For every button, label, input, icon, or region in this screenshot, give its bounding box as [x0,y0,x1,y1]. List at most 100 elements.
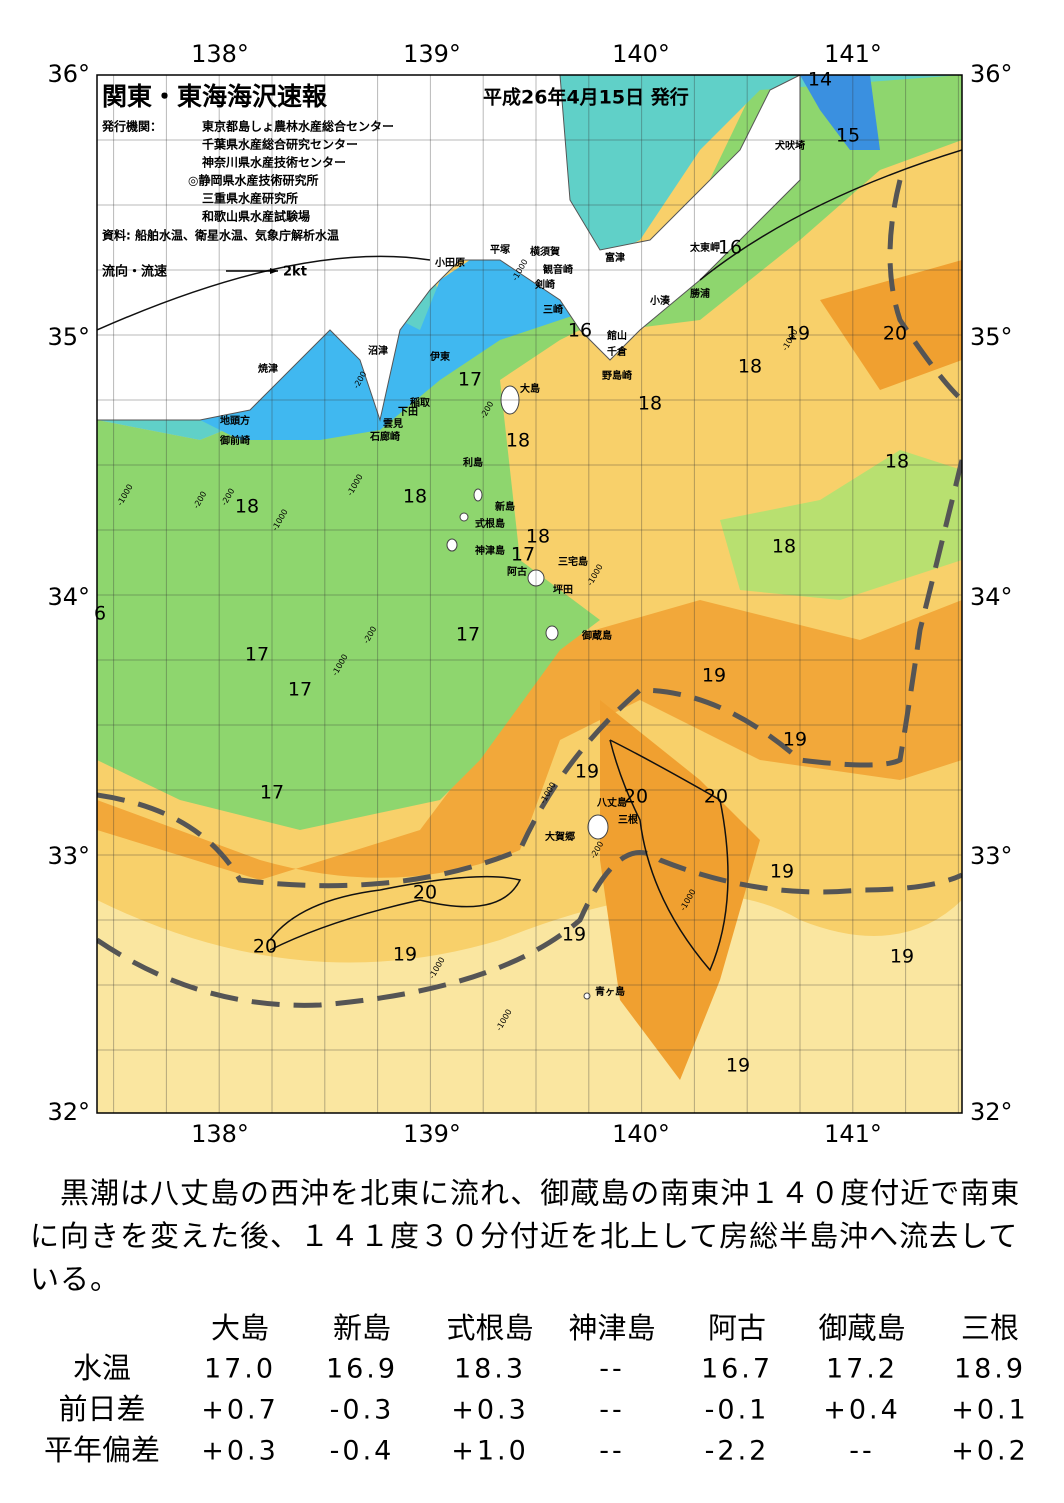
kuroshio-axis [97,179,962,1008]
contour-label: 19 [786,323,810,345]
sea-cool [97,894,962,1113]
table-cell: +0.4 [823,1395,901,1426]
place-name: 沼津 [368,344,388,357]
contour-label: 19 [726,1055,750,1077]
contour-label: 19 [783,729,807,751]
contour-label: 19 [890,946,914,968]
table-cell: -0.1 [705,1395,770,1426]
contour-label: 16 [718,237,742,259]
contour-label: 19 [770,861,794,883]
row-label: 前日差 [58,1392,145,1426]
contour-label: 15 [836,125,860,147]
contour-label: 18 [506,430,530,452]
issuer-label: 発行機関： [101,119,162,134]
place-name: 雲見 [383,418,403,430]
place-name: 大賀郷 [545,830,575,843]
column-header: 新島 [333,1311,391,1345]
agency: 千葉県水産総合研究センター [202,137,358,152]
lat-label: 35° [47,323,90,351]
isotherms [97,149,962,972]
contour-label: 17 [288,679,312,701]
islands [446,385,609,1000]
lat-label: 34° [970,583,1013,611]
land [97,75,801,422]
table-cell: +0.1 [951,1395,1029,1426]
place-name: 新島 [495,500,515,513]
title: 関東・東海海沢速報 [102,82,328,111]
lon-label: 140° [612,1120,670,1148]
column-header: 三根 [961,1311,1019,1345]
lat-label: 33° [47,842,90,870]
column-header: 神津島 [568,1311,655,1345]
lon-label: 139° [403,40,461,68]
contour-label: 19 [575,761,599,783]
lon-label: 139° [403,1120,461,1148]
contour-label: 16 [568,320,592,342]
contour-label: 20 [253,936,277,958]
lat-label: 34° [47,583,90,611]
lon-label: 141° [824,40,882,68]
legend-arrowhead [270,268,278,274]
row-label: 平年偏差 [44,1433,160,1467]
table-cell: 16.7 [701,1354,773,1385]
table-cell: -- [599,1395,625,1426]
contour-label: 20 [704,786,728,808]
place-name: 八丈島 [596,796,627,809]
warm-core [600,700,760,1080]
place-name: 犬吠埼 [775,139,805,152]
contour-label: 19 [702,665,726,687]
table-cell: -0.4 [330,1436,395,1467]
contour-label: 18 [772,536,796,558]
table-cell: -- [599,1436,625,1467]
column-header: 阿古 [708,1311,766,1345]
table-cell: +0.3 [451,1395,529,1426]
table-cell: +0.3 [201,1436,279,1467]
place-name: 伊東 [429,350,450,363]
place-name: 千倉 [607,345,628,358]
place-name: 阿古 [507,565,527,578]
agency: 神奈川県水産技術センター [202,155,346,170]
sea-blue [200,255,620,440]
contour-label: 17 [245,644,269,666]
contour-label: 14 [808,69,832,91]
description: 黒潮は八丈島の西沖を北東に流れ、御蔵島の南東沖１４０度付近で南東に向きを変えた後… [30,1176,1021,1296]
table-cell: -- [599,1354,625,1385]
contour-label: 20 [624,786,648,808]
column-header: 御蔵島 [818,1311,905,1345]
kuroshio-warm [97,600,962,880]
legend-speed: 2kt [283,265,307,280]
contour-label: 19 [393,944,417,966]
contour-label: 18 [885,451,909,473]
contour-label: 19 [562,924,586,946]
column-header: 式根島 [446,1311,533,1345]
place-name: 地頭方 [220,414,250,427]
table-cell: 18.3 [454,1354,526,1385]
sea-green [97,75,962,830]
table-cell: -0.3 [330,1395,395,1426]
source: 資料: 船舶水温、衛星水温、気象庁解析水温 [102,228,339,243]
place-name: 平塚 [490,243,510,256]
lat-label: 32° [970,1098,1013,1126]
legend-label: 流向・流速 [102,264,167,280]
cold-water [800,75,880,150]
table-cell: +1.0 [451,1436,529,1467]
sea-green-east [720,450,962,600]
lat-label: 32° [47,1098,90,1126]
place-name: 利島 [463,456,483,469]
place-name: 勝浦 [690,287,710,300]
lat-label: 36° [47,60,90,88]
agency: 三重県水産研究所 [202,191,298,206]
row-label: 水温 [73,1351,131,1385]
place-name: 稲取 [410,396,431,409]
place-name: 横須賀 [530,245,560,258]
table-cell: 18.9 [954,1354,1026,1385]
place-name: 御蔵島 [581,629,612,642]
lat-label: 36° [970,60,1013,88]
place-name: 御前崎 [219,434,250,447]
place-name: 大島 [520,382,540,395]
contour-label: 17 [511,544,535,566]
contour-label: 18 [235,496,259,518]
table-cell: 16.9 [326,1354,398,1385]
table-cell: 17.2 [826,1354,898,1385]
place-name: 小田原 [434,256,465,269]
